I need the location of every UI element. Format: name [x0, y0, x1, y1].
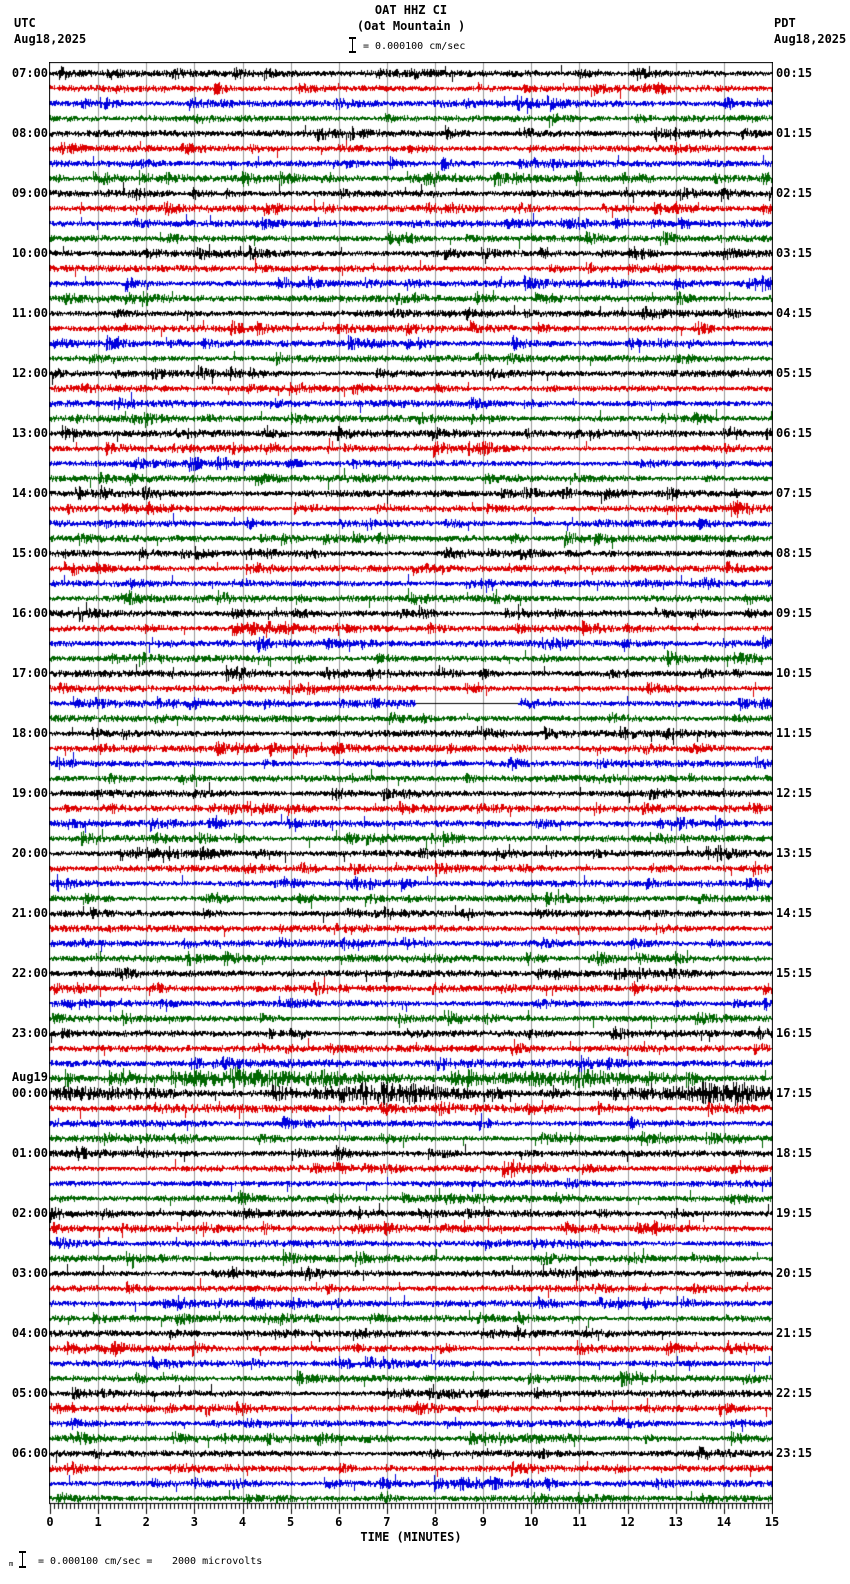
footer-scale-bar-icon — [19, 1551, 26, 1568]
pdt-hour-label: 15:15 — [776, 966, 813, 980]
pdt-hour-label: 09:15 — [776, 606, 813, 620]
x-tick-label: 0 — [46, 1515, 54, 1529]
pdt-hour-label: 06:15 — [776, 426, 813, 440]
x-tick-label: 3 — [190, 1515, 199, 1529]
x-tick-label: 11 — [572, 1515, 587, 1529]
utc-hour-label: 16:00 — [11, 606, 48, 620]
scale-bar-icon — [349, 37, 356, 53]
utc-hour-label: 07:00 — [11, 66, 48, 80]
x-axis-title: TIME (MINUTES) — [360, 1530, 462, 1544]
pdt-hour-label: 08:15 — [776, 546, 813, 560]
pdt-hour-label: 23:15 — [776, 1446, 813, 1460]
utc-hour-label: 10:00 — [11, 246, 48, 260]
utc-hour-label: 06:00 — [11, 1446, 48, 1460]
pdt-hour-label: 22:15 — [776, 1386, 813, 1400]
footer-value-text: 2000 microvolts — [172, 1556, 263, 1567]
pdt-hour-label: 03:15 — [776, 246, 813, 260]
station-subtitle: (Oat Mountain ) — [356, 19, 466, 33]
utc-hour-label: 03:00 — [11, 1266, 48, 1280]
x-tick-label: 8 — [431, 1515, 439, 1529]
pdt-hour-label: 13:15 — [776, 846, 813, 860]
utc-hour-label: 02:00 — [11, 1206, 48, 1220]
utc-hour-label: 18:00 — [11, 726, 48, 740]
pdt-date-label: Aug18,2025 — [774, 32, 847, 46]
helicorder-plot — [49, 62, 773, 1518]
x-tick-label: 4 — [238, 1515, 247, 1529]
utc-hour-label: 11:00 — [11, 306, 48, 320]
pdt-hour-label: 10:15 — [776, 666, 813, 680]
utc-hour-label: 23:00 — [11, 1026, 48, 1040]
utc-hour-label: 22:00 — [11, 966, 48, 980]
x-tick-label: 1 — [94, 1515, 102, 1529]
pdt-hour-label: 04:15 — [776, 306, 813, 320]
utc-hour-label: 09:00 — [11, 186, 48, 200]
utc-hour-label: 15:00 — [11, 546, 48, 560]
x-tick-label: 14 — [716, 1515, 732, 1529]
utc-hour-label: 12:00 — [11, 366, 48, 380]
pdt-hour-label: 11:15 — [776, 726, 813, 740]
utc-hour-label: 05:00 — [11, 1386, 48, 1400]
pdt-timezone-label: PDT — [774, 16, 796, 30]
x-tick-label: 15 — [764, 1515, 780, 1529]
pdt-hour-label: 01:15 — [776, 126, 813, 140]
utc-hour-label: 20:00 — [11, 846, 48, 860]
pdt-hour-label: 21:15 — [776, 1326, 813, 1340]
utc-hour-label: 04:00 — [11, 1326, 48, 1340]
pdt-hour-label: 17:15 — [776, 1086, 813, 1100]
header-scale-label: = 0.000100 cm/sec — [363, 41, 466, 52]
utc-hour-label: 08:00 — [11, 126, 48, 140]
utc-hour-label: 01:00 — [11, 1146, 48, 1160]
pdt-hour-label: 12:15 — [776, 786, 813, 800]
pdt-hour-label: 02:15 — [776, 186, 813, 200]
x-tick-label: 13 — [668, 1515, 683, 1529]
pdt-hour-label: 19:15 — [776, 1206, 813, 1220]
x-tick-label: 7 — [383, 1515, 391, 1529]
x-tick-label: 9 — [479, 1515, 487, 1529]
station-title: OAT HHZ CI — [374, 3, 448, 17]
x-tick-label: 6 — [335, 1515, 343, 1529]
pdt-hour-label: 16:15 — [776, 1026, 813, 1040]
footer-scale-text: = 0.000100 cm/sec = — [38, 1556, 153, 1567]
pdt-hour-label: 07:15 — [776, 486, 813, 500]
utc-hour-label: 19:00 — [11, 786, 48, 800]
pdt-hour-label: 14:15 — [776, 906, 813, 920]
utc-hour-label: 17:00 — [11, 666, 48, 680]
utc-hour-label: 21:00 — [11, 906, 48, 920]
utc-date-label: Aug18,2025 — [14, 32, 87, 46]
utc-hour-label: Aug19 00:00 — [11, 1070, 48, 1100]
pdt-hour-label: 20:15 — [776, 1266, 813, 1280]
utc-timezone-label: UTC — [14, 16, 36, 30]
x-tick-label: 10 — [524, 1515, 539, 1529]
pdt-hour-label: 00:15 — [776, 66, 813, 80]
x-tick-label: 12 — [620, 1515, 635, 1529]
x-tick-label: 2 — [142, 1515, 150, 1529]
footer-scale-symbol: m — [9, 1560, 14, 1568]
pdt-hour-label: 05:15 — [776, 366, 813, 380]
pdt-hour-label: 18:15 — [776, 1146, 813, 1160]
utc-hour-label: 14:00 — [11, 486, 48, 500]
utc-hour-label: 13:00 — [11, 426, 48, 440]
x-tick-label: 5 — [287, 1515, 295, 1529]
